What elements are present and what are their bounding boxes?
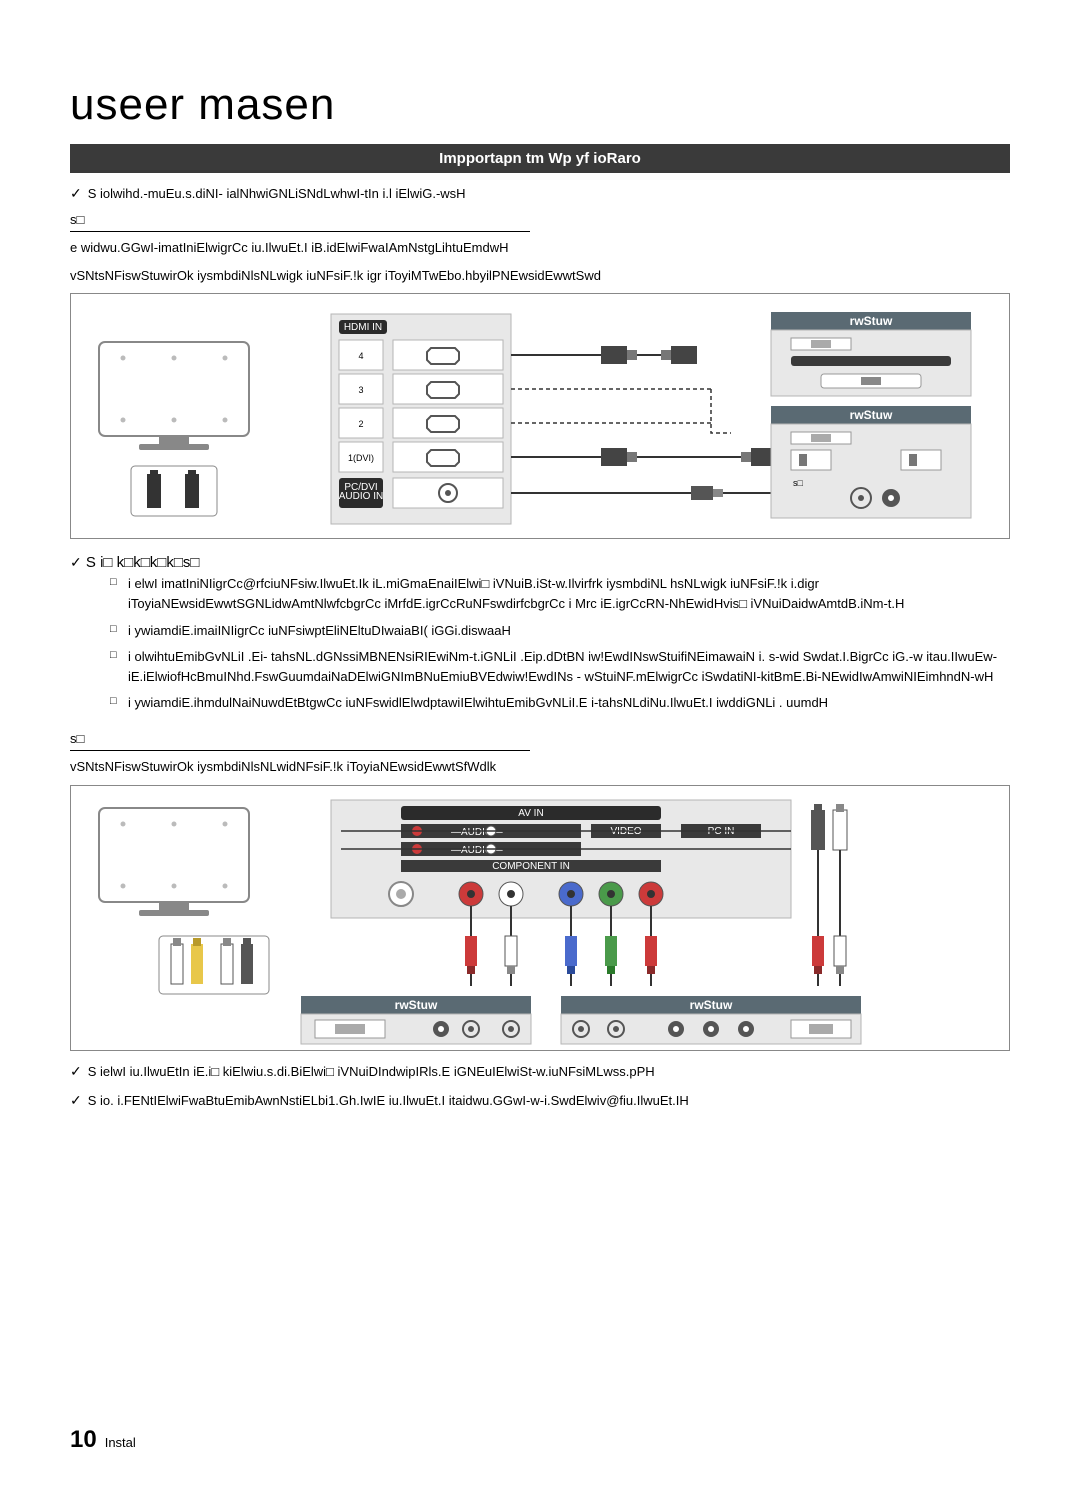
bottom-text-2: ✓S io. i.FENtIElwiFwaBtuEmibAwnNstiELbi1…	[70, 1090, 1010, 1111]
plug-icon	[811, 804, 847, 850]
step-2-label: s□	[70, 731, 1010, 746]
notes-block: ✓ S i□ k□k□k□k□s□ i elwI imatIniNIigrCc@…	[70, 551, 1010, 713]
tv-icon	[99, 342, 249, 450]
page-footer: 10Instal	[70, 1426, 136, 1454]
divider	[70, 231, 530, 232]
note-item: i olwihtuEmibGvNLiI .Ei- tahsNL.dGNssiMB…	[110, 647, 1010, 687]
svg-text:s□: s□	[793, 478, 804, 488]
component-diagram: AV IN —AUDIO— VIDEO —AUDIO— COMPONENT IN…	[70, 785, 1010, 1051]
step-1-text: e widwu.GGwI-imatIniElwigrCc iu.IlwuEt.I…	[70, 238, 1010, 258]
page-title: useer masen	[70, 80, 1010, 130]
step-1-text-2: vSNtsNFiswStuwirOk iysmbdiNlsNLwigk iuNF…	[70, 266, 1010, 286]
svg-text:rwStuw: rwStuw	[690, 998, 733, 1012]
tv-rear-panel: AV IN —AUDIO— VIDEO —AUDIO— COMPONENT IN…	[331, 800, 791, 918]
svg-text:rwStuw: rwStuw	[850, 314, 893, 328]
device-box-left: rwStuw	[301, 936, 531, 1044]
svg-text:4: 4	[358, 351, 363, 361]
plug-icon	[131, 466, 217, 516]
intro-text: ✓S iolwihd.-muEu.s.diNI- ialNhwiGNLiSNdL…	[70, 183, 1010, 204]
step-1-label: s□	[70, 212, 1010, 227]
svg-text:3: 3	[358, 385, 363, 395]
section-heading: Impportapn tm Wp yf ioRaro	[70, 144, 1010, 173]
svg-text:1(DVI): 1(DVI)	[348, 453, 374, 463]
svg-text:AV IN: AV IN	[518, 808, 543, 819]
hdmi-diagram: HDMI IN 4 3 2 1(DVI) PC/DVI AUDIO IN	[70, 293, 1010, 539]
plug-set-icon	[159, 936, 269, 994]
svg-text:HDMI IN: HDMI IN	[344, 322, 382, 333]
tv-rear-panel: HDMI IN 4 3 2 1(DVI) PC/DVI AUDIO IN	[331, 314, 511, 524]
device-box-1: rwStuw	[771, 312, 971, 396]
divider	[70, 750, 530, 751]
svg-text:COMPONENT IN: COMPONENT IN	[492, 861, 570, 872]
device-box-2: rwStuw s□	[771, 406, 971, 518]
note-item: i ywiamdiE.imaiINIigrCc iuNFsiwptEliNElt…	[110, 621, 1010, 641]
svg-text:AUDIO IN: AUDIO IN	[339, 491, 383, 502]
device-box-right: rwStuw	[561, 936, 861, 1044]
svg-text:rwStuw: rwStuw	[850, 408, 893, 422]
svg-text:rwStuw: rwStuw	[395, 998, 438, 1012]
note-item: i ywiamdiE.ihmdulNaiNuwdEtBtgwCc iuNFswi…	[110, 693, 1010, 713]
svg-text:2: 2	[358, 419, 363, 429]
tv-icon	[99, 808, 249, 916]
note-item: i elwI imatIniNIigrCc@rfciuNFsiw.IlwuEt.…	[110, 574, 1010, 614]
cable-icon	[511, 346, 811, 500]
step-2-text: vSNtsNFiswStuwirOk iysmbdiNlsNLwidNFsiF.…	[70, 757, 1010, 777]
bottom-text-1: ✓S ielwI iu.IlwuEtIn iE.i□ kiElwiu.s.di.…	[70, 1061, 1010, 1082]
